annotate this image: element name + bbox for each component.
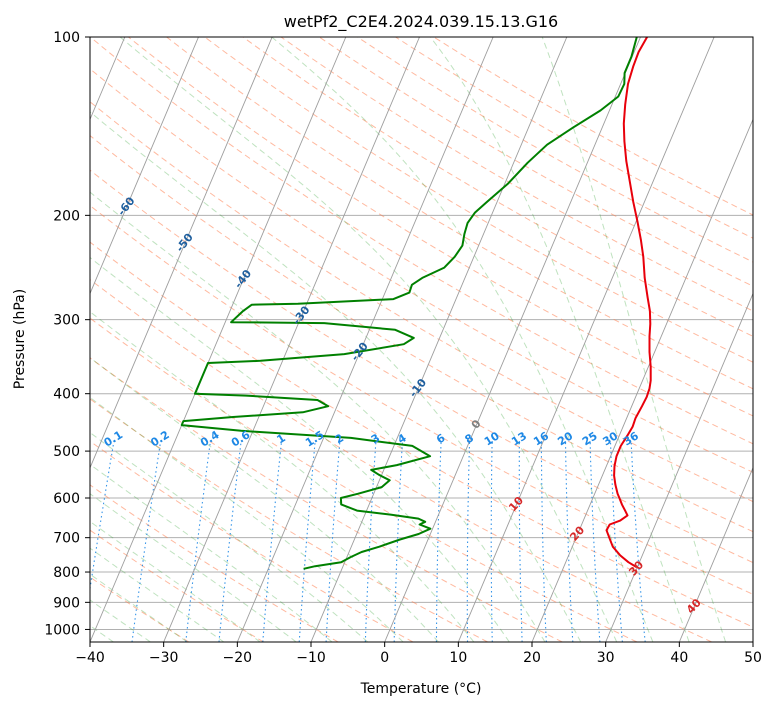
x-axis-label: Temperature (°C) <box>360 681 482 697</box>
y-tick-label: 100 <box>53 30 80 46</box>
isotherm-line <box>457 37 715 642</box>
pressure-gridlines <box>90 37 753 630</box>
mixing-ratio-lines <box>90 440 646 642</box>
sounding-profiles <box>180 37 652 570</box>
isotherm-line <box>90 37 273 469</box>
isotherm-line <box>384 37 641 642</box>
mixing-ratio-line <box>518 440 523 642</box>
y-tick-label: 300 <box>53 313 80 329</box>
mixing-ratio-line <box>466 440 471 642</box>
y-tick-label: 400 <box>53 387 80 403</box>
mixing-ratio-line <box>564 440 574 642</box>
x-axis-ticks: −40 −30 −20 −10 0 10 20 30 40 50 <box>75 642 762 666</box>
dry-adiabat-line <box>90 37 753 445</box>
dry-adiabat-line <box>280 37 753 312</box>
x-tick-label: 50 <box>744 650 762 666</box>
mixing-ratio-line <box>490 440 493 642</box>
dry-adiabat-line <box>242 37 753 337</box>
moist-adiabat-line <box>90 396 404 642</box>
isotherm-line <box>163 37 420 642</box>
y-tick-label: 500 <box>53 444 80 460</box>
isotherm-line <box>90 37 347 642</box>
x-tick-label: 0 <box>380 650 389 666</box>
isotherm-line <box>678 466 753 642</box>
isotherm-line <box>605 292 753 642</box>
dry-adiabat-line <box>204 37 753 363</box>
y-tick-label: 700 <box>53 531 80 547</box>
x-tick-label: −10 <box>296 650 326 666</box>
dry-adiabat-line <box>90 317 638 642</box>
y-axis-ticks: 100 200 300 400 500 600 700 800 900 1000 <box>44 30 90 638</box>
plot-frame <box>89 36 754 643</box>
moist-adiabats <box>90 37 727 642</box>
moist-adiabat-line <box>90 463 333 642</box>
moist-adiabat-line <box>429 37 690 642</box>
isotherm-line <box>310 37 568 642</box>
isotherm-line <box>236 37 494 642</box>
dry-adiabat-line <box>128 37 753 417</box>
moist-adiabat-line <box>90 599 151 642</box>
dry-adiabat-line <box>90 357 563 642</box>
y-tick-label: 200 <box>53 208 80 224</box>
x-tick-label: −20 <box>223 650 253 666</box>
mixing-ratio-line <box>435 440 442 642</box>
mixing-ratio-line <box>540 440 547 642</box>
y-axis-label: Pressure (hPa) <box>12 289 28 389</box>
plot-area <box>90 37 753 642</box>
temperature-profile-line <box>605 37 652 569</box>
dry-adiabat-line <box>90 68 753 473</box>
dry-adiabat-line <box>90 205 753 595</box>
moist-adiabat-line <box>90 431 369 642</box>
mixing-ratio-line <box>393 440 404 642</box>
chart-title: wetPf2_C2E4.2024.039.15.13.G16 <box>284 12 558 32</box>
dry-adiabat-line <box>90 169 753 564</box>
dry-adiabat-line <box>90 440 414 642</box>
dewpoint-profile-line <box>180 37 638 570</box>
y-tick-label: 1000 <box>44 622 80 638</box>
moist-adiabat-line <box>271 37 654 642</box>
dry-adiabat-line <box>90 484 339 642</box>
x-tick-label: −40 <box>75 650 105 666</box>
moist-adiabat-line <box>119 37 618 642</box>
dry-adiabat-line <box>166 37 753 390</box>
isotherm-line <box>90 37 199 295</box>
dry-adiabat-line <box>90 134 753 533</box>
x-tick-label: 30 <box>597 650 615 666</box>
moist-adiabat-line <box>90 311 475 642</box>
isotherm-line <box>531 118 753 642</box>
y-tick-label: 800 <box>53 565 80 581</box>
x-tick-label: 20 <box>523 650 541 666</box>
isotherms <box>90 37 753 642</box>
y-tick-label: 600 <box>53 491 80 507</box>
dry-adiabat-line <box>90 241 753 628</box>
x-tick-label: 10 <box>449 650 467 666</box>
moist-adiabat-line <box>90 357 439 642</box>
x-tick-label: −30 <box>149 650 179 666</box>
y-tick-label: 900 <box>53 595 80 611</box>
x-tick-label: 40 <box>670 650 688 666</box>
moist-adiabat-line <box>541 37 727 642</box>
